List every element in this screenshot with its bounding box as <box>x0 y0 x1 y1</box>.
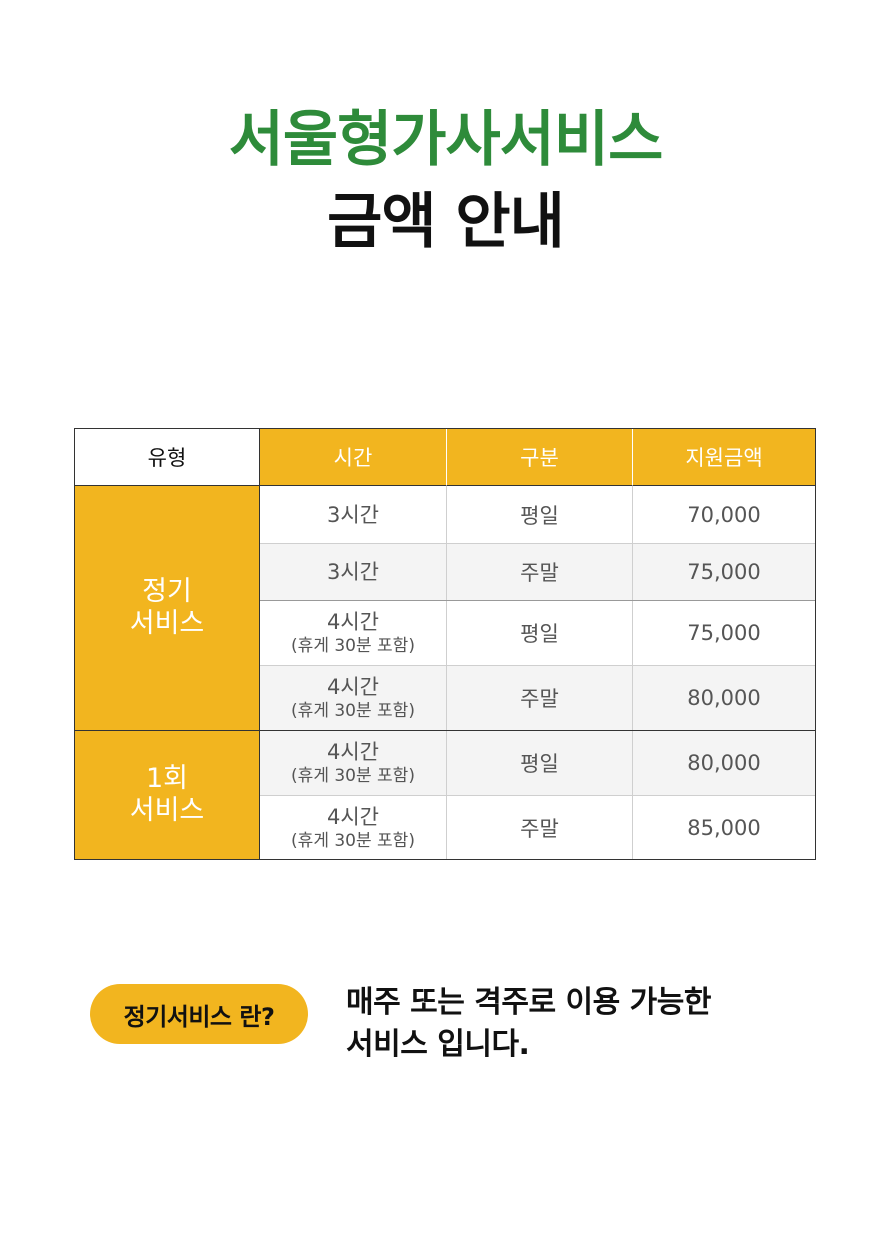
time-cell: 3시간 <box>260 486 446 543</box>
table-row: 3시간 평일 70,000 <box>260 486 815 543</box>
time-cell: 4시간 (휴게 30분 포함) <box>260 666 446 730</box>
time-value: 3시간 <box>326 502 379 527</box>
table-row: 3시간 주말 75,000 <box>260 544 815 600</box>
description-line1: 매주 또는 격주로 이용 가능한 <box>346 985 711 1020</box>
break-note: (휴게 30분 포함) <box>291 830 415 851</box>
category-cell: 주말 <box>446 544 632 600</box>
category-cell: 평일 <box>446 731 632 795</box>
group-label-line2: 서비스 <box>129 608 205 639</box>
header-category: 구분 <box>446 429 632 486</box>
group-label-line1: 정기 <box>142 576 192 607</box>
time-cell: 4시간 (휴게 30분 포함) <box>260 731 446 795</box>
time-cell: 4시간 (휴게 30분 포함) <box>260 796 446 859</box>
table-row: 4시간 (휴게 30분 포함) 주말 85,000 <box>260 796 815 859</box>
price-table: 유형 시간 구분 지원금액 정기 서비스 1회 서비스 3시간 평일 70,00… <box>74 428 816 860</box>
break-note: (휴게 30분 포함) <box>291 636 415 656</box>
time-value: 4시간 <box>326 675 379 699</box>
description-line2: 서비스 입니다. <box>346 1027 530 1062</box>
page-title: 서울형가사서비스 <box>228 105 664 175</box>
table-row: 4시간 (휴게 30분 포함) 평일 80,000 <box>260 731 815 795</box>
time-value: 4시간 <box>326 804 379 829</box>
table-row: 4시간 (휴게 30분 포함) 주말 80,000 <box>260 666 815 730</box>
group-label-line2: 서비스 <box>129 795 205 826</box>
header-time: 시간 <box>260 429 446 486</box>
amount-cell: 70,000 <box>632 486 815 543</box>
amount-cell: 75,000 <box>632 544 815 600</box>
category-cell: 평일 <box>446 601 632 665</box>
break-note: (휴게 30분 포함) <box>291 701 415 721</box>
category-cell: 평일 <box>446 486 632 543</box>
amount-cell: 80,000 <box>632 666 815 730</box>
amount-cell: 85,000 <box>632 796 815 859</box>
category-cell: 주말 <box>446 796 632 859</box>
header-type: 유형 <box>75 429 260 486</box>
category-cell: 주말 <box>446 666 632 730</box>
time-value: 4시간 <box>326 740 379 764</box>
group-onetime-service: 1회 서비스 <box>75 731 260 859</box>
page-subtitle: 금액 안내 <box>327 187 565 257</box>
amount-cell: 80,000 <box>632 731 815 795</box>
time-cell: 4시간 (휴게 30분 포함) <box>260 601 446 665</box>
table-row: 4시간 (휴게 30분 포함) 평일 75,000 <box>260 601 815 665</box>
group-label-line1: 1회 <box>145 763 189 794</box>
break-note: (휴게 30분 포함) <box>291 766 415 786</box>
header-amount: 지원금액 <box>632 429 815 486</box>
time-value: 4시간 <box>326 610 379 634</box>
amount-cell: 75,000 <box>632 601 815 665</box>
regular-service-badge: 정기서비스 란? <box>90 984 308 1044</box>
regular-service-description: 매주 또는 격주로 이용 가능한 서비스 입니다. <box>346 982 826 1066</box>
group-regular-service: 정기 서비스 <box>75 486 260 731</box>
time-value: 3시간 <box>326 560 379 584</box>
time-cell: 3시간 <box>260 544 446 600</box>
